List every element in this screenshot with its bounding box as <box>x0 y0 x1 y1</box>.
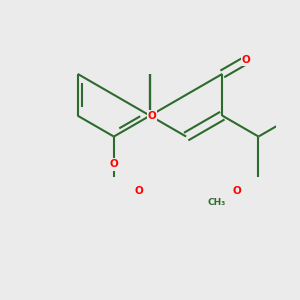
Text: O: O <box>232 186 241 196</box>
Text: CH₃: CH₃ <box>208 198 226 207</box>
Text: O: O <box>242 55 250 65</box>
Text: O: O <box>148 111 157 121</box>
Text: O: O <box>110 159 118 169</box>
Text: O: O <box>134 186 143 196</box>
